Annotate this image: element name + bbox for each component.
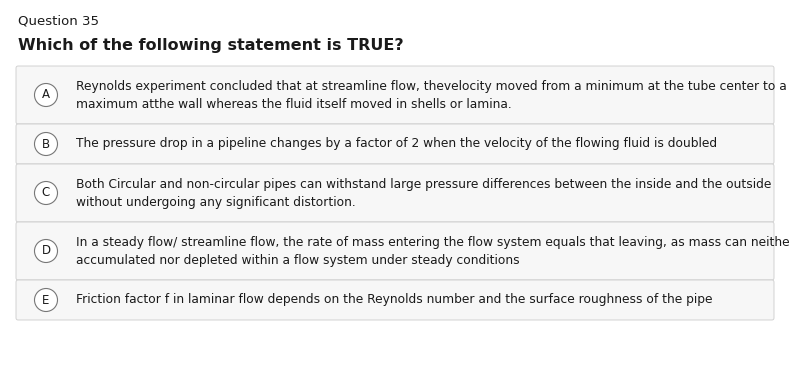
Text: accumulated nor depleted within a flow system under steady conditions: accumulated nor depleted within a flow s… xyxy=(76,254,520,267)
Text: C: C xyxy=(42,187,50,199)
Circle shape xyxy=(35,288,58,311)
Text: Question 35: Question 35 xyxy=(18,14,99,27)
Text: maximum atthe wall whereas the fluid itself moved in shells or lamina.: maximum atthe wall whereas the fluid its… xyxy=(76,98,512,111)
FancyBboxPatch shape xyxy=(16,280,774,320)
Text: Reynolds experiment concluded that at streamline flow, thevelocity moved from a : Reynolds experiment concluded that at st… xyxy=(76,80,787,93)
Text: D: D xyxy=(41,245,51,257)
FancyBboxPatch shape xyxy=(16,124,774,164)
Circle shape xyxy=(35,83,58,106)
FancyBboxPatch shape xyxy=(16,66,774,124)
Text: Which of the following statement is TRUE?: Which of the following statement is TRUE… xyxy=(18,38,404,53)
Text: The pressure drop in a pipeline changes by a factor of 2 when the velocity of th: The pressure drop in a pipeline changes … xyxy=(76,138,717,150)
FancyBboxPatch shape xyxy=(16,164,774,222)
Text: Friction factor f in laminar flow depends on the Reynolds number and the surface: Friction factor f in laminar flow depend… xyxy=(76,294,713,307)
Circle shape xyxy=(35,132,58,155)
Text: Both Circular and non-circular pipes can withstand large pressure differences be: Both Circular and non-circular pipes can… xyxy=(76,178,771,192)
Text: without undergoing any significant distortion.: without undergoing any significant disto… xyxy=(76,196,356,209)
Text: E: E xyxy=(43,294,50,307)
Text: A: A xyxy=(42,89,50,101)
Text: In a steady flow/ streamline flow, the rate of mass entering the flow system equ: In a steady flow/ streamline flow, the r… xyxy=(76,236,790,250)
Circle shape xyxy=(35,181,58,204)
FancyBboxPatch shape xyxy=(16,222,774,280)
Circle shape xyxy=(35,239,58,262)
Text: B: B xyxy=(42,138,50,150)
